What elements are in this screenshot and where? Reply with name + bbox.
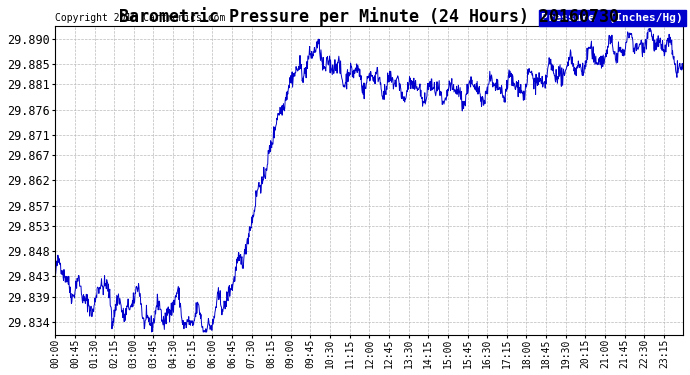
Text: Pressure  (Inches/Hg): Pressure (Inches/Hg) — [542, 13, 683, 23]
Text: Copyright 2016 Cartronics.com: Copyright 2016 Cartronics.com — [55, 13, 226, 23]
Title: Barometric Pressure per Minute (24 Hours) 20160730: Barometric Pressure per Minute (24 Hours… — [119, 7, 619, 26]
